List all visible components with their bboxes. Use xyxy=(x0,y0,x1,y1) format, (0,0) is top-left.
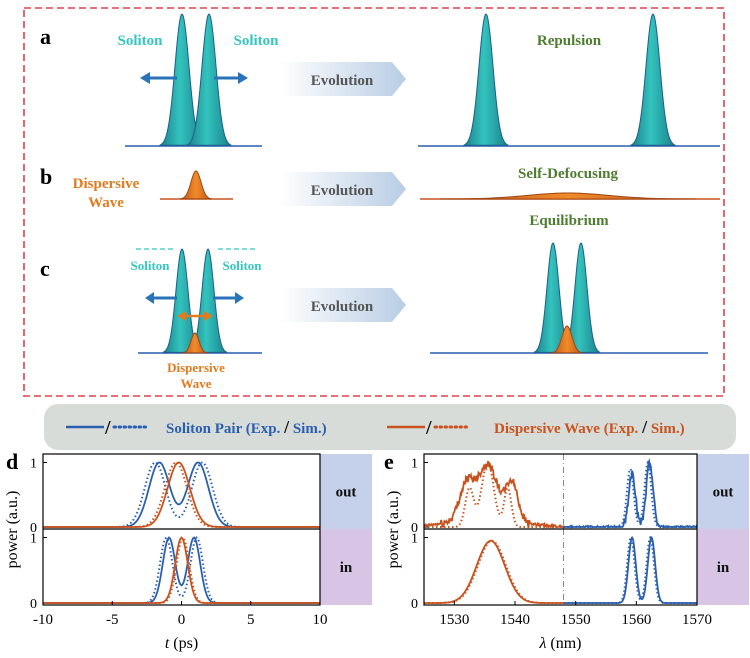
legend-slash-2: / xyxy=(425,417,432,439)
dw-pulse xyxy=(179,170,213,200)
tag-label-in: in xyxy=(717,560,730,576)
panel-d-letter: d xyxy=(6,449,18,474)
y-tick-label: 0 xyxy=(30,597,37,612)
panel-e-letter: e xyxy=(384,449,394,474)
legend: / Soliton Pair (Exp. / Sim.) / Dispersiv… xyxy=(44,404,736,450)
soliton-pulse xyxy=(186,13,232,146)
self-defocusing-label: Self-Defocusing xyxy=(518,166,618,182)
x-tick-label: 1550 xyxy=(561,612,591,628)
x-tick-label: 1570 xyxy=(682,612,712,628)
tag-box-in xyxy=(320,529,372,605)
x-tick-label: 10 xyxy=(313,612,328,628)
panel-b-right-schematic xyxy=(420,192,720,200)
svg-text:Evolution: Evolution xyxy=(311,73,374,89)
x-tick-label: -10 xyxy=(33,612,53,628)
legend-dw-label: Dispersive Wave (Exp. / Sim.) xyxy=(494,417,685,437)
panel-a-right-schematic xyxy=(418,13,720,147)
panel-c-left-schematic xyxy=(136,248,262,354)
y-tick-label: 0 xyxy=(411,597,418,612)
evolution-arrow-a: Evolution xyxy=(280,62,406,96)
tag-label-in: in xyxy=(340,560,353,576)
x-tick-label: -5 xyxy=(106,612,119,628)
evolution-arrow-b: Evolution xyxy=(280,172,406,206)
series-soliton-pair-exp xyxy=(43,461,320,528)
panel-b-letter: b xyxy=(40,164,52,189)
evolution-arrow-c: Evolution xyxy=(280,288,406,322)
series-dispersive-wave-exp xyxy=(424,539,564,604)
soliton-pulse xyxy=(630,13,676,146)
series-dispersive-wave-sim xyxy=(43,461,320,528)
y-tick-label: 1 xyxy=(30,456,37,471)
svg-text:Evolution: Evolution xyxy=(311,299,374,315)
legend-slash: / xyxy=(104,417,111,439)
y-axis-label: power (a.u.) xyxy=(385,491,402,569)
x-tick-label: 5 xyxy=(247,612,255,628)
series-soliton-pair-sim xyxy=(563,535,697,604)
series-soliton-pair-exp xyxy=(563,535,697,604)
y-axis-label: power (a.u.) xyxy=(4,491,21,569)
dw-label-line2: Wave xyxy=(88,195,124,211)
soliton-label-left-c: Soliton xyxy=(130,258,170,273)
tag-box-out xyxy=(320,454,372,529)
repulsion-label: Repulsion xyxy=(537,33,602,49)
series-dispersive-wave-sim xyxy=(424,461,564,528)
dw-label-line1: Dispersive xyxy=(73,176,140,192)
x-tick-label: 1560 xyxy=(621,612,651,628)
dw-pulse-broad xyxy=(439,192,697,200)
x-tick-label: 1540 xyxy=(500,612,530,628)
soliton-pulse xyxy=(463,13,509,146)
legend-soliton-label: Soliton Pair (Exp. / Sim.) xyxy=(166,417,327,437)
dw-label-c-line2: Wave xyxy=(180,376,211,391)
tag-label-out: out xyxy=(713,485,734,501)
soliton-label-right: Soliton xyxy=(233,33,279,49)
tag-box-in xyxy=(697,529,749,605)
panel-a-letter: a xyxy=(40,24,51,49)
x-tick-label: 1530 xyxy=(439,612,469,628)
panel-b-left-schematic xyxy=(160,170,233,200)
panel-c-right-schematic xyxy=(430,242,708,354)
series-dispersive-wave-exp xyxy=(43,461,320,528)
x-axis-label: t (ps) xyxy=(165,635,198,652)
y-tick-label: 0 xyxy=(30,521,37,536)
series-soliton-pair-sim xyxy=(43,536,320,604)
panel-c-letter: c xyxy=(40,256,50,281)
series-dispersive-wave-sim xyxy=(43,536,320,604)
y-tick-label: 1 xyxy=(411,532,418,547)
series-dispersive-wave-exp xyxy=(423,460,565,530)
dashed-frame xyxy=(23,7,725,397)
dw-label-c-line1: Dispersive xyxy=(167,360,225,375)
series-soliton-pair-sim xyxy=(43,461,320,528)
y-tick-label: 1 xyxy=(30,532,37,547)
dw-pulse xyxy=(550,325,584,354)
equilibrium-label: Equilibrium xyxy=(529,213,609,229)
svg-text:Evolution: Evolution xyxy=(311,183,374,199)
x-tick-label: 0 xyxy=(178,612,186,628)
tag-box-out xyxy=(697,454,749,529)
series-soliton-pair-exp xyxy=(43,536,320,604)
series-soliton-pair-exp xyxy=(562,457,698,529)
x-axis-label: λ (nm) xyxy=(538,635,581,652)
series-dispersive-wave-exp xyxy=(43,536,320,604)
panel-a-left-schematic xyxy=(125,13,262,147)
soliton-label-left: Soliton xyxy=(117,33,163,49)
y-tick-label: 0 xyxy=(411,521,418,536)
tag-label-out: out xyxy=(336,485,357,501)
dw-pulse xyxy=(182,332,208,354)
series-soliton-pair-sim xyxy=(563,460,697,528)
soliton-label-right-c: Soliton xyxy=(222,258,262,273)
series-dispersive-wave-sim xyxy=(424,539,564,604)
y-tick-label: 1 xyxy=(411,456,418,471)
